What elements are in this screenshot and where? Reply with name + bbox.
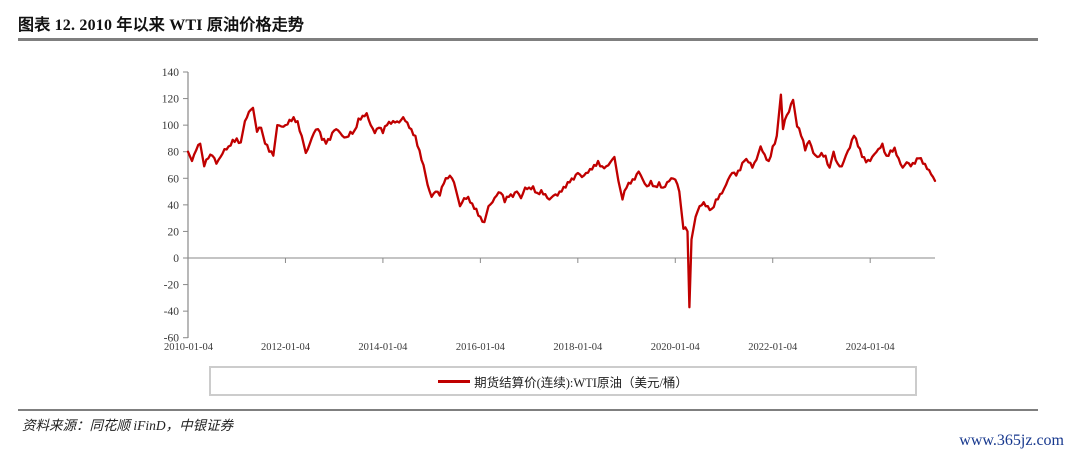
price-line-series: [186, 93, 937, 309]
legend-line-swatch: [438, 379, 471, 383]
x-tick-label: 2020-01-04: [651, 342, 701, 353]
y-tick-label: 100: [162, 120, 180, 132]
data-source-note: 资料来源：同花顺 iFinD，中银证券: [22, 418, 234, 433]
y-tick-label: 60: [168, 173, 180, 185]
y-tick-label: -40: [164, 306, 180, 318]
x-axis: 2010-01-04 2012-01-04 2014-01-04 2016-01-04…: [164, 257, 935, 353]
y-tick-label: 40: [168, 200, 180, 212]
watermark-link[interactable]: www.365jz.com: [959, 432, 1064, 449]
x-tick-label: 2022-01-04: [748, 342, 798, 353]
x-tick-label: 2018-01-04: [553, 342, 603, 353]
footer-divider: [18, 409, 1038, 411]
x-tick-label: 2024-01-04: [846, 342, 896, 353]
title-divider: [18, 38, 1038, 41]
x-tick-label: 2014-01-04: [358, 342, 408, 353]
y-tick-label: 120: [162, 94, 180, 106]
x-tick-label: 2010-01-04: [164, 342, 214, 353]
wti-price-line: [186, 93, 937, 309]
legend-label: 期货结算价(连续):WTI原油（美元/桶）: [474, 375, 688, 390]
x-tick-label: 2016-01-04: [456, 342, 506, 353]
x-tick-label: 2012-01-04: [261, 342, 311, 353]
legend: 期货结算价(连续):WTI原油（美元/桶）: [209, 366, 917, 396]
y-tick-label: 80: [168, 147, 180, 159]
page-title: 图表 12. 2010 年以来 WTI 原油价格走势: [18, 17, 305, 34]
y-tick-label: 20: [168, 226, 180, 238]
y-tick-label: 0: [173, 253, 179, 265]
y-tick-label: 140: [162, 67, 180, 79]
y-axis: 140 120 100 80 60 40 20 0 -20 -40 -60: [162, 67, 189, 345]
y-tick-label: -20: [164, 280, 180, 292]
y-tick-label: -60: [164, 333, 180, 345]
